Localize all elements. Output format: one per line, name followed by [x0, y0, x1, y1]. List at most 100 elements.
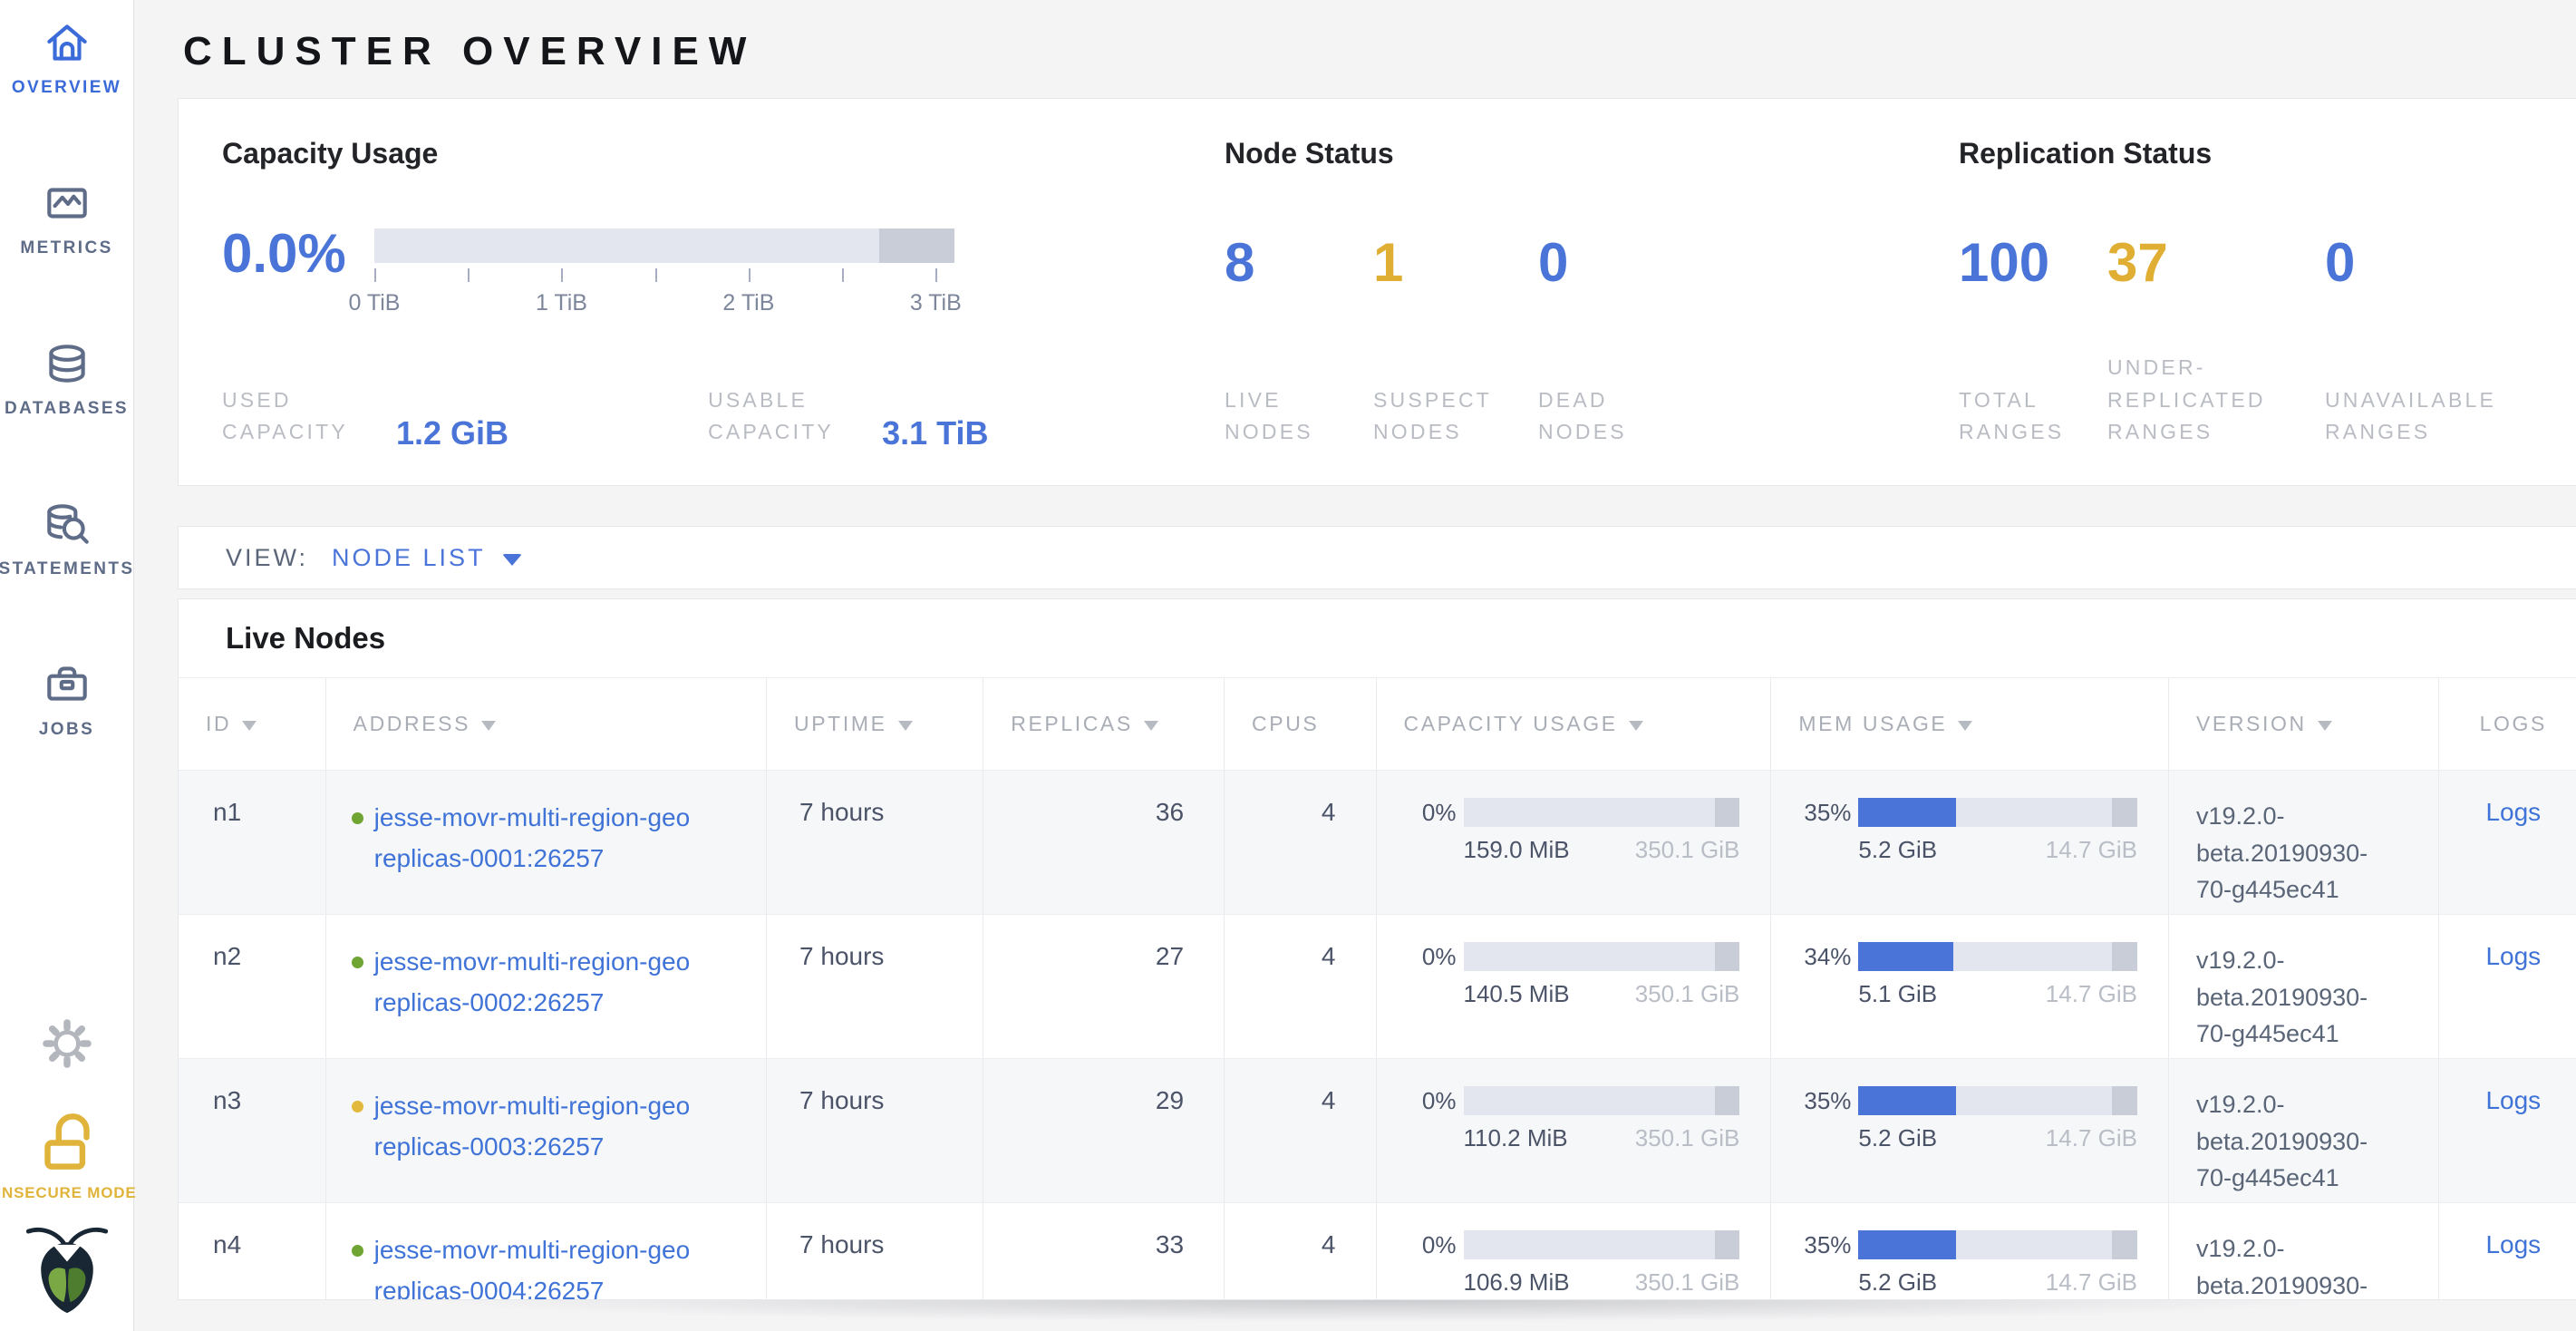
- node-status-dot: [351, 811, 363, 824]
- live-nodes-table: ID ADDRESS UPTIME REPLICAS CPUS: [179, 677, 2576, 1299]
- node-replicas: 27: [983, 914, 1225, 1059]
- mem-total-value: 14.7 GiB: [2045, 1268, 2137, 1296]
- sidebar-item-label: STATEMENTS: [0, 559, 135, 578]
- column-header-uptime[interactable]: UPTIME: [766, 677, 983, 771]
- node-version-cell: v19.2.0-beta.20190930-70-g445ec41: [2167, 770, 2439, 915]
- node-cpus: 4: [1224, 914, 1376, 1059]
- settings-button[interactable]: [39, 1015, 95, 1072]
- column-header-logs: LOGS: [2437, 677, 2576, 771]
- capacity-used-value: 106.9 MiB: [1463, 1268, 1570, 1296]
- mem-percent: 35%: [1804, 798, 1852, 826]
- column-header-replicas[interactable]: REPLICAS: [983, 677, 1225, 771]
- column-header-version[interactable]: VERSION: [2167, 677, 2439, 771]
- column-header-address[interactable]: ADDRESS: [324, 677, 767, 771]
- cockroachdb-logo: [20, 1217, 114, 1318]
- node-address-link[interactable]: jesse-movr-multi-region-geo replicas-000…: [351, 1086, 766, 1168]
- address-line: jesse-movr-multi-region-geo: [373, 1092, 691, 1120]
- mem-bar-fill: [1858, 942, 1953, 971]
- usable-capacity-label: USABLE CAPACITY: [708, 387, 834, 444]
- axis-tick: [468, 268, 470, 282]
- capacity-percent: 0%: [1421, 942, 1457, 970]
- node-id: n1: [213, 798, 242, 826]
- mem-bar: [1858, 1086, 2137, 1115]
- node-address-link[interactable]: jesse-movr-multi-region-geo replicas-000…: [351, 1230, 766, 1299]
- sidebar-item-statements[interactable]: STATEMENTS: [0, 498, 133, 658]
- view-dropdown-value: NODE LIST: [332, 543, 486, 571]
- sidebar-item-databases[interactable]: DATABASES: [0, 337, 133, 498]
- view-dropdown[interactable]: NODE LIST: [332, 544, 522, 572]
- chevron-down-icon: [501, 553, 522, 566]
- mem-bar: [1858, 798, 2137, 827]
- sidebar-item-jobs[interactable]: JOBS: [0, 658, 133, 819]
- mem-bar: [1858, 1230, 2137, 1259]
- node-capacity-usage-cell: 0% 110.2 MiB 350.1 GiB: [1375, 1058, 1771, 1203]
- capacity-axis-ticks: [374, 268, 954, 287]
- sort-caret-icon: [481, 721, 497, 731]
- table-row: n2 jesse-movr-multi-region-geo replicas-…: [179, 914, 2576, 1059]
- table-row: n1 jesse-movr-multi-region-geo replicas-…: [179, 770, 2576, 915]
- suspect-nodes-stat: 1 SUSPECT NODES: [1373, 170, 1538, 449]
- unavailable-ranges-stat: 0 UNAVAILABLE RANGES: [2325, 170, 2544, 449]
- column-label: MEM USAGE: [1798, 712, 1948, 735]
- node-replicas: 33: [983, 1202, 1225, 1299]
- logs-link[interactable]: Logs: [2485, 798, 2542, 826]
- node-address-link[interactable]: jesse-movr-multi-region-geo replicas-000…: [351, 798, 766, 879]
- dead-nodes-stat: 0 DEAD NODES: [1538, 170, 1687, 449]
- node-replicas: 29: [983, 1058, 1225, 1203]
- live-nodes-count: 8: [1225, 232, 1255, 293]
- axis-tick: [842, 268, 845, 282]
- capacity-bar-reserved: [1714, 1086, 1740, 1115]
- node-status-stats: 8 LIVE NODES 1 SUSPECT NODES 0 DEAD NODE…: [1225, 170, 1959, 449]
- mem-bar-reserved: [2112, 798, 2137, 827]
- live-nodes-stat: 8 LIVE NODES: [1225, 170, 1373, 449]
- sidebar: OVERVIEW METRICS DATABASES: [0, 0, 137, 1331]
- axis-tick: [561, 268, 564, 282]
- node-capacity-usage-cell: 0% 106.9 MiB 350.1 GiB: [1375, 1202, 1771, 1299]
- node-address-link[interactable]: jesse-movr-multi-region-geo replicas-000…: [351, 942, 766, 1024]
- mem-used-value: 5.2 GiB: [1858, 1268, 1938, 1296]
- logs-link[interactable]: Logs: [2485, 1230, 2542, 1258]
- node-status-section: Node Status 8 LIVE NODES 1 SUSPECT NODES…: [1225, 137, 1959, 449]
- node-capacity-usage-cell: 0% 140.5 MiB 350.1 GiB: [1375, 914, 1771, 1059]
- unlock-icon: [28, 1103, 106, 1180]
- sort-caret-icon: [242, 721, 257, 731]
- databases-icon: [41, 337, 93, 390]
- node-address-cell: jesse-movr-multi-region-geo replicas-000…: [324, 1058, 767, 1203]
- usable-capacity-stat: USABLE CAPACITY 3.1 TiB: [708, 384, 988, 452]
- home-icon: [41, 16, 93, 69]
- node-cpus: 4: [1224, 770, 1376, 915]
- sidebar-item-overview[interactable]: OVERVIEW: [0, 16, 133, 177]
- node-id: n3: [179, 1058, 326, 1203]
- column-label: REPLICAS: [1011, 712, 1133, 735]
- mem-used-value: 5.1 GiB: [1858, 980, 1938, 1007]
- node-uptime: 7 hours: [766, 1058, 983, 1203]
- column-header-cpus[interactable]: CPUS: [1224, 677, 1376, 771]
- suspect-nodes-label: SUSPECT NODES: [1373, 387, 1492, 444]
- unavailable-ranges-count: 0: [2325, 232, 2356, 293]
- capacity-bar-track: [374, 228, 954, 263]
- node-id: n2: [179, 914, 326, 1059]
- mem-bar-reserved: [2112, 1086, 2137, 1115]
- column-header-capacity-usage[interactable]: CAPACITY USAGE: [1375, 677, 1771, 771]
- node-status-dot: [351, 956, 363, 968]
- mem-total-value: 14.7 GiB: [2045, 836, 2137, 863]
- sidebar-item-metrics[interactable]: METRICS: [0, 177, 133, 337]
- total-ranges-stat: 100 TOTAL RANGES: [1959, 170, 2107, 449]
- logs-link[interactable]: Logs: [2485, 942, 2542, 970]
- node-uptime: 7 hours: [766, 1202, 983, 1299]
- mem-percent: 35%: [1804, 1230, 1852, 1258]
- column-header-mem-usage[interactable]: MEM USAGE: [1770, 677, 2169, 771]
- node-cpus: 4: [1224, 1058, 1376, 1203]
- logs-link[interactable]: Logs: [2485, 1086, 2542, 1114]
- insecure-mode-indicator[interactable]: INSECURE MODE: [0, 1103, 137, 1202]
- node-version-cell: v19.2.0-beta.20190930-70-g445ec41: [2167, 914, 2439, 1059]
- capacity-used-value: 140.5 MiB: [1463, 980, 1570, 1007]
- node-logs-cell: Logs: [2437, 770, 2576, 915]
- mem-bar: [1858, 942, 2137, 971]
- axis-tick: [374, 268, 376, 282]
- node-version: v19.2.0-beta.20190930-70-g445ec41: [2195, 802, 2368, 903]
- total-ranges-count: 100: [1959, 232, 2050, 293]
- column-header-id[interactable]: ID: [179, 677, 326, 771]
- capacity-bar-block: 0 TiB 1 TiB 2 TiB 3 TiB: [349, 228, 962, 317]
- node-id: n4: [179, 1202, 326, 1299]
